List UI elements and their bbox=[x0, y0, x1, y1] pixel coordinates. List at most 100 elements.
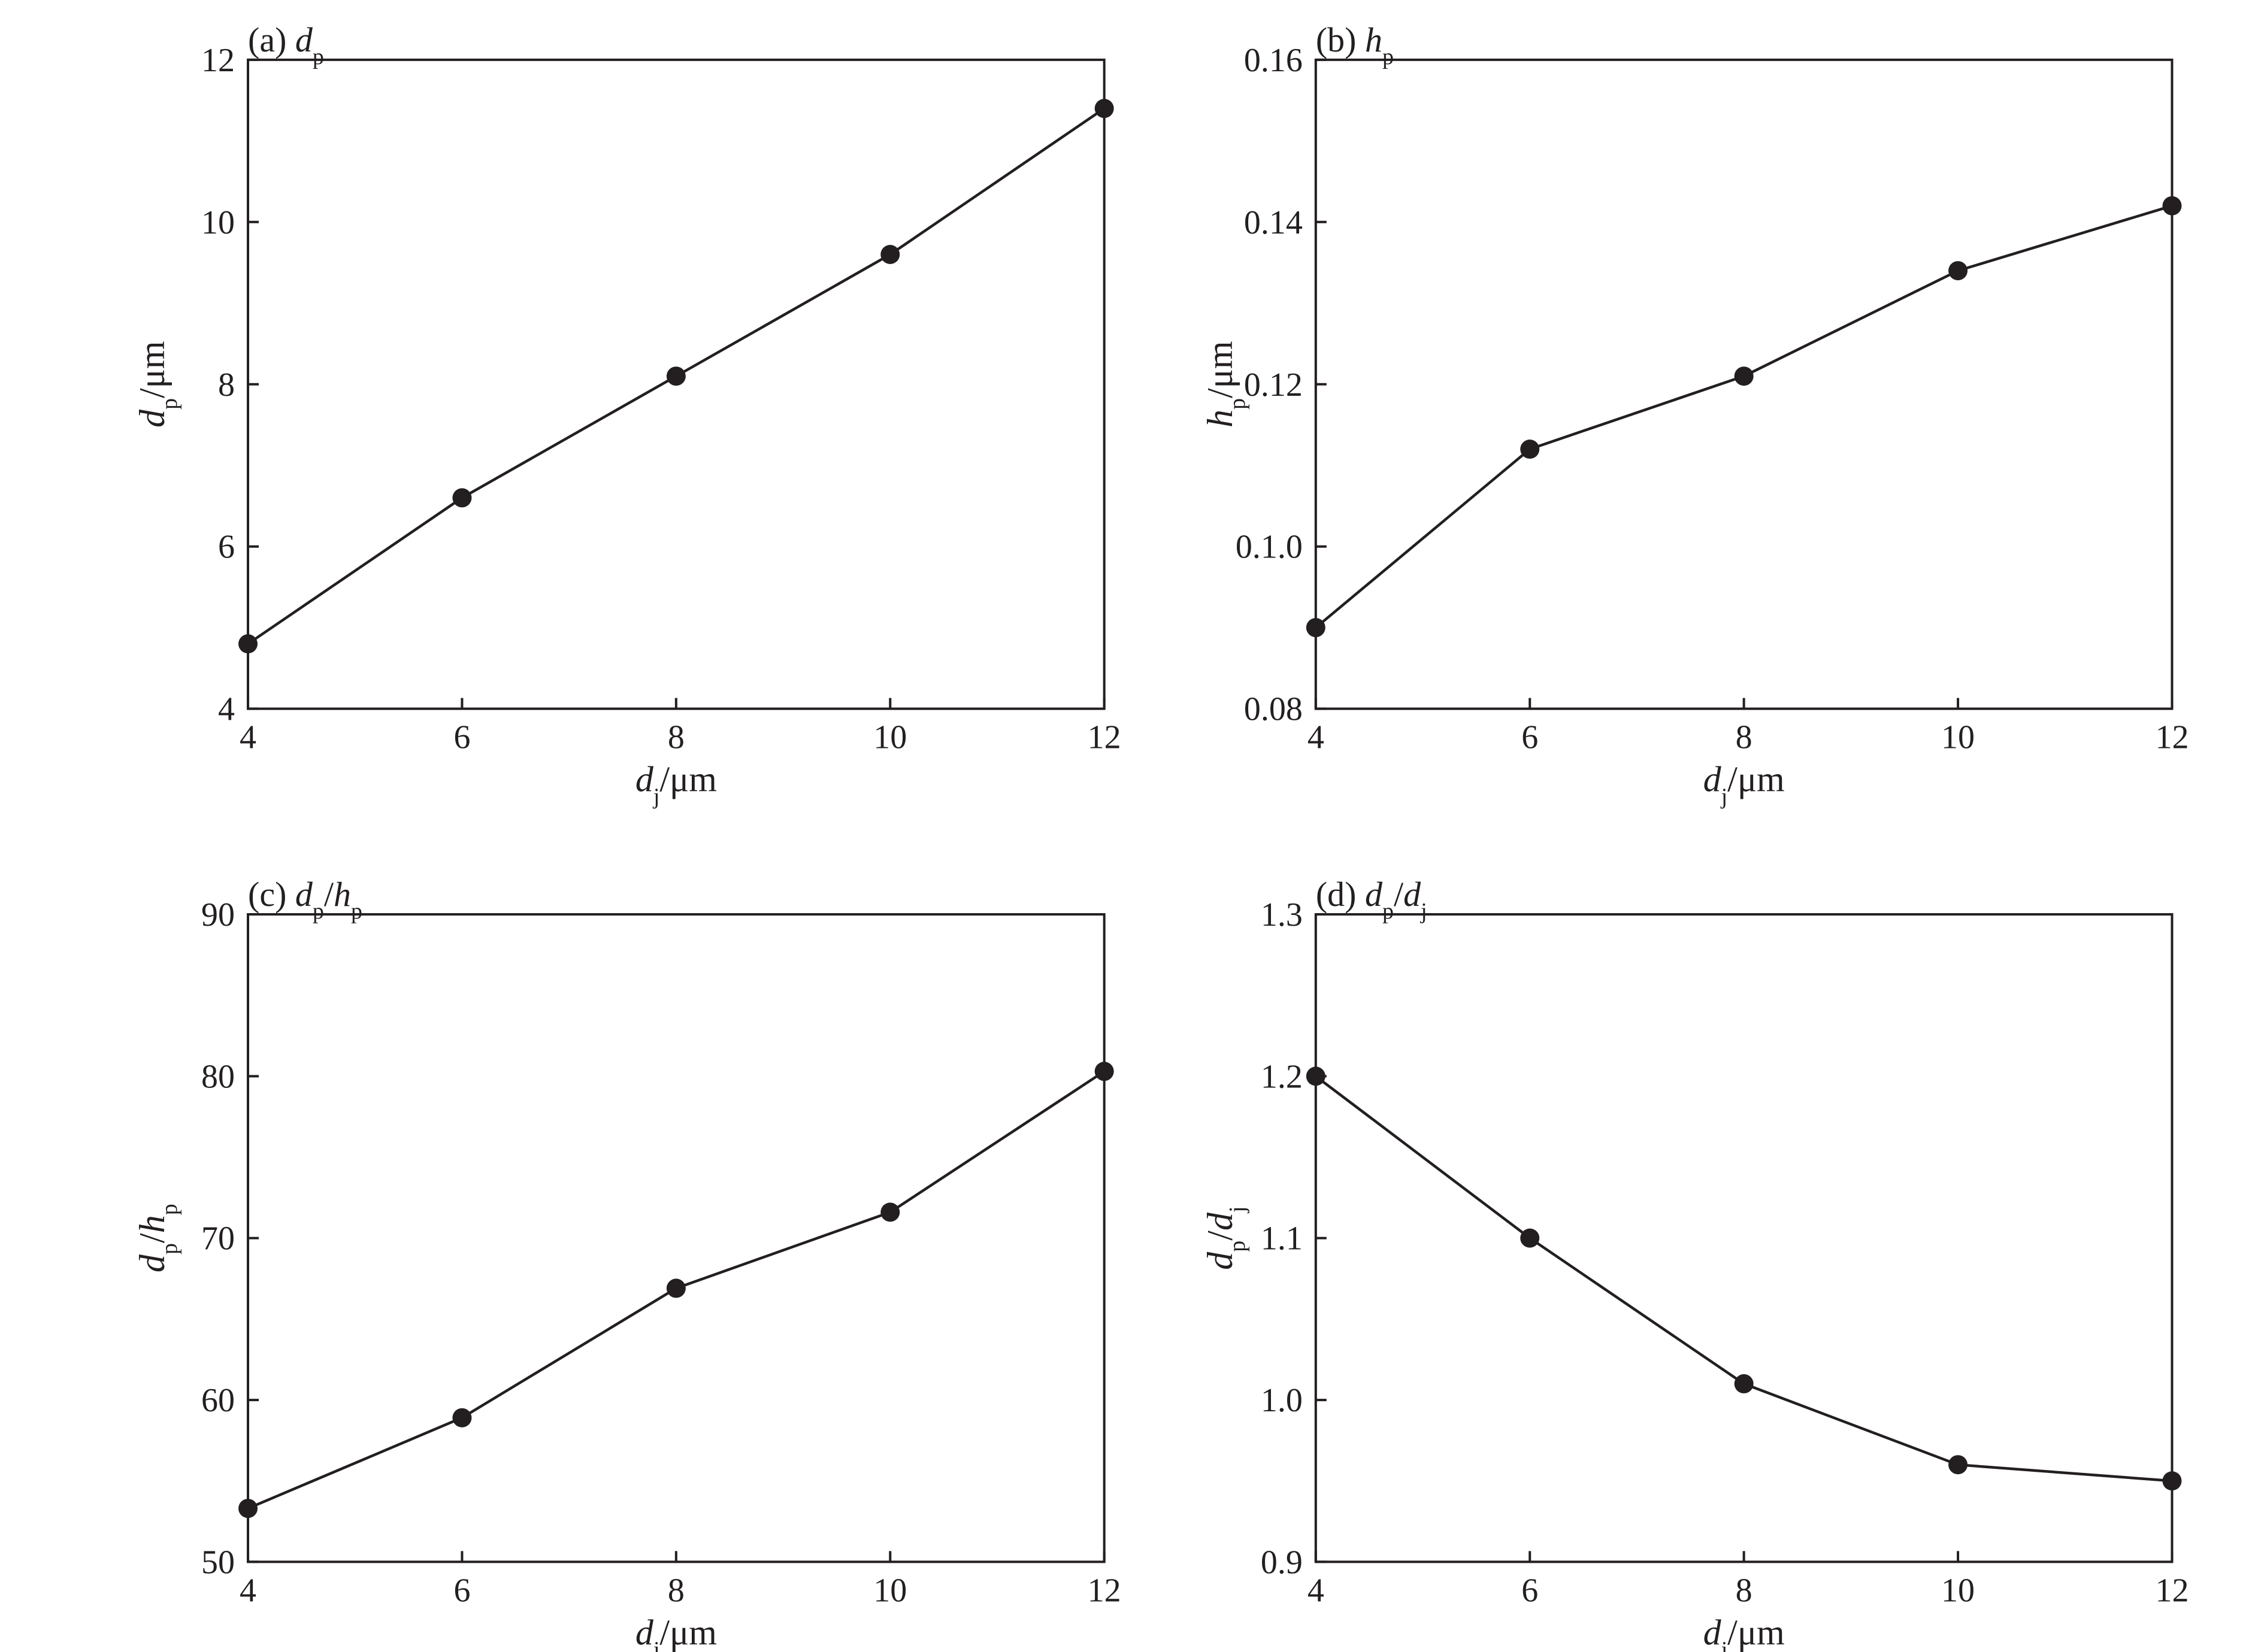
x-tick-label: 6 bbox=[453, 1572, 470, 1609]
y-tick-label: 8 bbox=[218, 366, 235, 404]
label-symbol: d bbox=[295, 20, 313, 59]
label-unit: /μm bbox=[132, 341, 172, 398]
series-line bbox=[1315, 1075, 2172, 1483]
series-line bbox=[1315, 204, 2173, 629]
y-tick-label: 12 bbox=[201, 42, 235, 79]
panel-title: (d) dp/dj bbox=[1316, 875, 1427, 924]
x-tick-label: 6 bbox=[453, 719, 470, 756]
label-symbol-2: d bbox=[1200, 1212, 1240, 1230]
panel-title: (a) dp bbox=[248, 20, 324, 69]
label-subscript-2: p bbox=[351, 899, 362, 924]
label-subscript: j bbox=[1720, 784, 1728, 810]
label-symbol: d bbox=[1703, 1612, 1722, 1652]
x-tick-label: 8 bbox=[1736, 719, 1753, 756]
x-tick-label: 10 bbox=[873, 719, 907, 756]
data-point bbox=[1520, 1228, 1540, 1248]
x-axis-label: dj/μm bbox=[635, 760, 717, 810]
y-tick-label: 0.9 bbox=[1261, 1544, 1303, 1581]
x-tick-label: 12 bbox=[1088, 719, 1121, 756]
data-point bbox=[452, 1408, 472, 1427]
label-symbol-2: d bbox=[1403, 875, 1421, 914]
panel-space bbox=[286, 20, 295, 59]
label-slash: / bbox=[1394, 875, 1404, 914]
label-subscript: p bbox=[1225, 1241, 1250, 1252]
y-tick-label: 1.0 bbox=[1261, 1382, 1303, 1419]
label-subscript: p bbox=[157, 1243, 182, 1254]
x-tick-label: 12 bbox=[2155, 719, 2189, 756]
x-tick-label: 12 bbox=[2155, 1572, 2189, 1609]
x-axis-label: dj/μm bbox=[1703, 1612, 1785, 1652]
label-slash: / bbox=[1200, 1230, 1240, 1241]
y-tick-label: 1.3 bbox=[1261, 896, 1303, 933]
label-subscript: p bbox=[1382, 44, 1394, 69]
y-axis-label: dp/hp bbox=[132, 1204, 182, 1272]
panel-label: (d) bbox=[1316, 875, 1357, 914]
label-symbol-2: h bbox=[334, 875, 351, 914]
panel-label: (a) bbox=[248, 20, 286, 59]
label-symbol: d bbox=[132, 409, 172, 428]
panel-title: (c) dp/hp bbox=[248, 875, 362, 924]
y-axis-label: dp/μm bbox=[132, 341, 182, 428]
x-tick-label: 8 bbox=[668, 1572, 685, 1609]
y-tick-label: 6 bbox=[218, 529, 235, 566]
label-symbol: d bbox=[295, 875, 313, 914]
y-tick-label: 50 bbox=[201, 1544, 235, 1581]
chart-panel-d: 4 6 8 10 120.91.01.11.21.3(d) dp/djdj/μmdp/d… bbox=[1200, 875, 2189, 1652]
label-subscript: p bbox=[1382, 899, 1394, 924]
label-symbol: d bbox=[635, 760, 654, 799]
plot-frame bbox=[247, 913, 1106, 1563]
label-symbol: d bbox=[132, 1254, 172, 1272]
x-axis-label: dj/μm bbox=[635, 1612, 717, 1652]
label-subscript: p bbox=[1225, 398, 1250, 410]
y-axis-label: hp/μm bbox=[1200, 341, 1250, 428]
x-tick-label: 4 bbox=[240, 1572, 256, 1609]
label-subscript: j bbox=[1720, 1637, 1728, 1652]
panel-label: (b) bbox=[1316, 20, 1357, 59]
y-tick-label: 0.16 bbox=[1244, 42, 1303, 79]
data-point bbox=[452, 488, 472, 508]
y-tick-label: 0.1.0 bbox=[1236, 529, 1303, 566]
label-unit: /μm bbox=[659, 1612, 717, 1652]
label-symbol: h bbox=[1200, 410, 1240, 428]
x-tick-label: 4 bbox=[240, 719, 256, 756]
y-tick-label: 70 bbox=[201, 1220, 235, 1257]
label-slash: / bbox=[324, 875, 334, 914]
panel-label: (c) bbox=[248, 875, 286, 914]
data-point bbox=[1306, 618, 1325, 638]
x-tick-label: 6 bbox=[1521, 719, 1538, 756]
label-symbol: d bbox=[635, 1612, 654, 1652]
label-symbol-2: h bbox=[132, 1215, 172, 1233]
data-point bbox=[238, 634, 258, 654]
data-point bbox=[1094, 99, 1114, 119]
data-point bbox=[1094, 1062, 1114, 1081]
data-point bbox=[666, 1278, 686, 1298]
label-slash: / bbox=[132, 1233, 172, 1243]
x-tick-label: 10 bbox=[1941, 719, 1975, 756]
label-subscript: j bbox=[652, 1637, 660, 1652]
y-tick-label: 0.12 bbox=[1244, 366, 1303, 404]
data-point bbox=[1520, 439, 1540, 459]
x-tick-label: 10 bbox=[873, 1572, 907, 1609]
data-point bbox=[1948, 261, 1968, 281]
label-subscript-2: p bbox=[157, 1204, 182, 1215]
data-point bbox=[2162, 196, 2182, 216]
label-unit: /μm bbox=[1727, 760, 1785, 799]
label-subscript-2: j bbox=[1419, 899, 1427, 924]
label-symbol: d bbox=[1703, 760, 1722, 799]
y-tick-label: 90 bbox=[201, 896, 235, 933]
label-symbol: d bbox=[1365, 875, 1383, 914]
x-tick-label: 4 bbox=[1307, 719, 1324, 756]
y-tick-label: 60 bbox=[201, 1382, 235, 1419]
x-tick-label: 6 bbox=[1521, 1572, 1538, 1609]
x-tick-label: 8 bbox=[668, 719, 685, 756]
x-tick-label: 8 bbox=[1736, 1572, 1753, 1609]
y-tick-label: 80 bbox=[201, 1058, 235, 1095]
label-subscript: p bbox=[313, 44, 324, 69]
panel-space bbox=[286, 875, 295, 914]
label-subscript: p bbox=[157, 398, 182, 410]
data-point bbox=[1306, 1066, 1325, 1086]
data-point bbox=[1734, 1374, 1754, 1394]
y-tick-label: 10 bbox=[201, 204, 235, 241]
